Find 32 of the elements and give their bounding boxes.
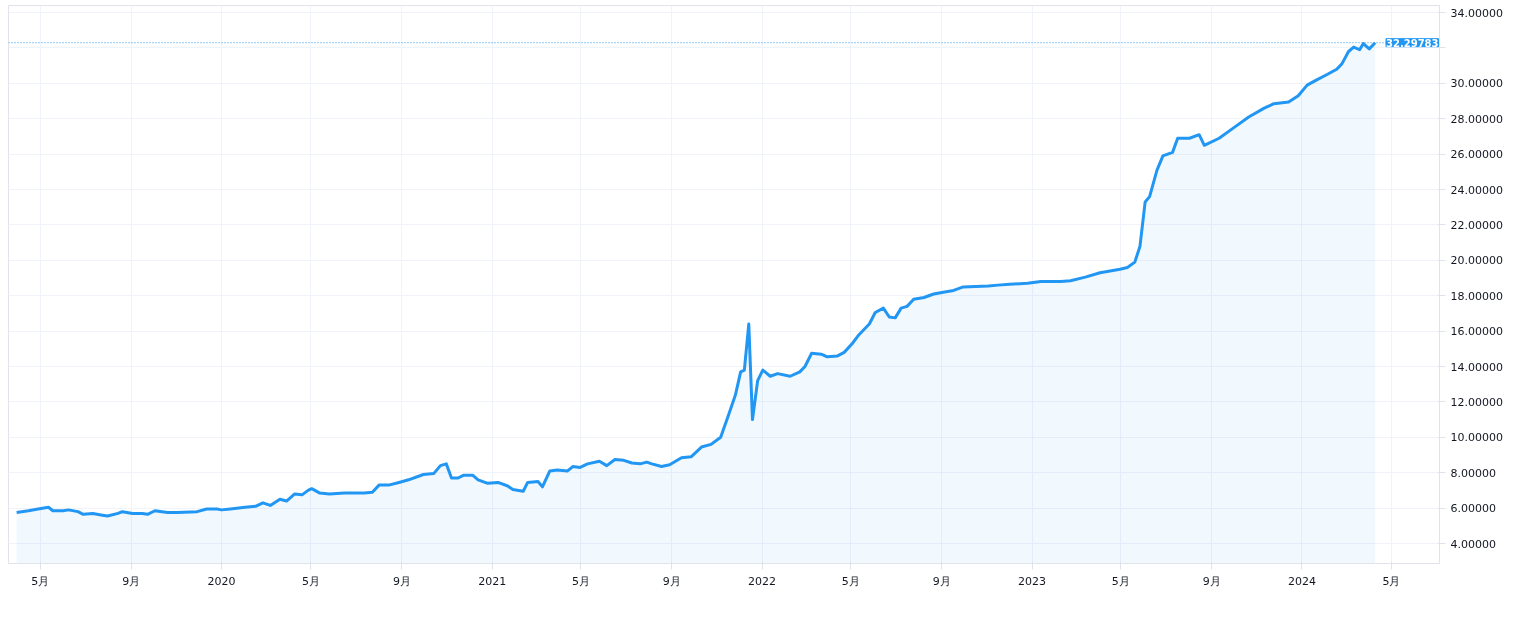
y-tick-label: 4.00000 [1450, 537, 1496, 551]
x-tick-label: 9月 [932, 574, 951, 588]
y-tick-label: 14.00000 [1450, 360, 1503, 374]
x-tick-label: 2023 [1018, 574, 1047, 588]
y-tick-label: 10.00000 [1450, 431, 1503, 445]
ref-line-label: 32.29783 [1386, 37, 1439, 49]
y-tick-label: 34.00000 [1450, 6, 1503, 20]
y-tick-label: 20.00000 [1450, 254, 1503, 268]
x-tick-label: 5月 [1382, 574, 1401, 588]
x-tick-label: 9月 [662, 574, 681, 588]
x-tick-label: 5月 [841, 574, 860, 588]
x-tick-label: 9月 [1202, 574, 1221, 588]
x-tick-label: 5月 [1111, 574, 1130, 588]
x-tick-label: 5月 [31, 574, 50, 588]
y-tick-label: 28.00000 [1450, 112, 1503, 126]
x-tick-label: 2022 [748, 574, 777, 588]
x-tick-label: 2021 [478, 574, 507, 588]
x-tick-label: 5月 [301, 574, 320, 588]
x-tick-label: 5月 [571, 574, 590, 588]
y-tick-label: 6.00000 [1450, 502, 1496, 516]
x-tick-label: 2024 [1287, 574, 1316, 588]
y-tick-label: 12.00000 [1450, 395, 1503, 409]
x-tick-label: 2020 [207, 574, 236, 588]
x-tick-label: 9月 [122, 574, 141, 588]
y-tick-label: 24.00000 [1450, 183, 1503, 197]
x-tick-label: 9月 [392, 574, 411, 588]
y-tick-label: 18.00000 [1450, 289, 1503, 303]
y-tick-label: 8.00000 [1450, 466, 1496, 480]
y-tick-label: 26.00000 [1450, 148, 1503, 162]
y-tick-label: 30.00000 [1450, 77, 1503, 91]
y-tick-label: 16.00000 [1450, 325, 1503, 339]
y-tick-label: 22.00000 [1450, 218, 1503, 232]
